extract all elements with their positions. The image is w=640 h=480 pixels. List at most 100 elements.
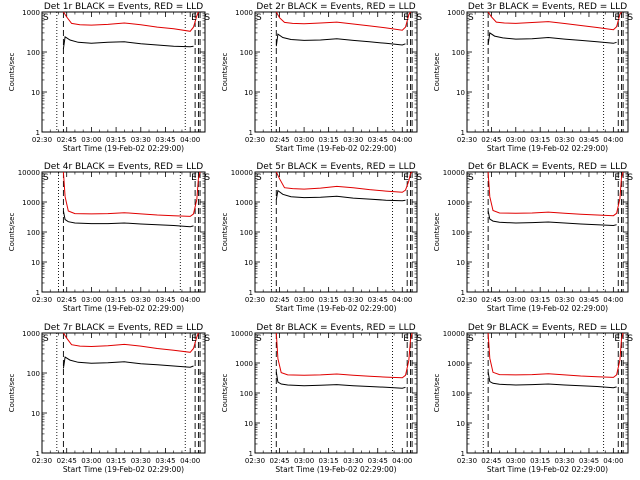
y-tick-label: 10000	[18, 169, 40, 177]
plot-panel: Det 1r BLACK = Events, RED = LLD 1 10 100 10…	[8, 2, 210, 153]
y-tick-label: 10	[456, 259, 465, 267]
flag-label: S	[627, 13, 633, 23]
x-tick-label: 04:00	[180, 136, 200, 144]
flag-label: S	[468, 334, 474, 344]
y-tick-label: 10	[456, 420, 465, 428]
y-axis-label: Counts/sec	[8, 374, 16, 413]
x-tick-label: 02:30	[32, 136, 52, 144]
y-axis-label: Counts/sec	[433, 374, 441, 413]
x-tick-label: 03:15	[530, 457, 550, 465]
y-tick-label: 10000	[443, 330, 465, 338]
flag-label: E	[403, 173, 409, 183]
plot-title: Det 3r BLACK = Events, RED = LLD	[468, 2, 627, 12]
x-tick-label: 03:45	[155, 296, 175, 304]
y-tick-label: 1000	[235, 9, 253, 17]
series-line-black	[275, 189, 406, 202]
x-tick-label: 03:00	[81, 457, 101, 465]
series-line-red	[275, 11, 411, 31]
flag-label: S	[468, 13, 474, 23]
y-tick-label: 100	[452, 49, 465, 57]
y-tick-label: 100	[27, 229, 40, 237]
y-tick-label: 1	[36, 289, 40, 297]
series-line-red	[275, 171, 413, 193]
series-line-red	[487, 332, 624, 378]
y-tick-label: 100	[27, 370, 40, 378]
x-tick-label: 02:45	[481, 296, 501, 304]
flag-label: S	[416, 334, 422, 344]
x-tick-label: 04:00	[180, 296, 200, 304]
y-tick-label: 1000	[447, 9, 465, 17]
y-tick-label: 100	[240, 390, 253, 398]
y-tick-label: 1000	[22, 199, 40, 207]
plot-title: Det 7r BLACK = Events, RED = LLD	[44, 323, 203, 333]
plot-panel: Det 8r BLACK = Events, RED = LLD 1 10 100 10…	[221, 323, 422, 474]
flag-label: S	[256, 334, 262, 344]
y-tick-label: 1000	[235, 199, 253, 207]
x-tick-label: 03:00	[506, 457, 526, 465]
x-tick-label: 03:30	[131, 136, 151, 144]
y-tick-label: 1	[249, 450, 253, 458]
plot-panel: Det 4r BLACK = Events, RED = LLD 1 10 100 10…	[8, 162, 210, 313]
plot-panel: Det 3r BLACK = Events, RED = LLD 1 10 100 10…	[433, 2, 633, 153]
flag-label: E	[614, 334, 620, 344]
flag-label: E	[614, 173, 620, 183]
x-tick-label: 03:30	[554, 457, 574, 465]
x-tick-label: 03:45	[579, 136, 599, 144]
plot-title: Det 6r BLACK = Events, RED = LLD	[468, 162, 627, 172]
x-tick-label: 02:45	[57, 457, 77, 465]
y-tick-label: 10	[31, 410, 40, 418]
x-tick-label: 03:00	[506, 136, 526, 144]
series-line-black	[487, 371, 617, 389]
x-tick-label: 02:45	[481, 457, 501, 465]
x-tick-label: 03:15	[319, 457, 339, 465]
series-line-black	[275, 33, 406, 47]
series-line-black	[275, 371, 406, 389]
y-tick-label: 100	[452, 390, 465, 398]
x-tick-label: 03:30	[343, 457, 363, 465]
series-line-black	[487, 32, 617, 46]
y-tick-label: 1	[461, 129, 465, 137]
x-tick-label: 03:15	[530, 136, 550, 144]
x-tick-label: 02:45	[57, 136, 77, 144]
x-tick-label: 03:30	[343, 296, 363, 304]
x-axis-label: Start Time (19-Feb-02 02:29:00)	[487, 144, 608, 153]
x-tick-label: 02:30	[457, 457, 477, 465]
x-tick-label: 03:30	[131, 296, 151, 304]
plot-panel: Det 5r BLACK = Events, RED = LLD 1 10 100 10…	[221, 162, 422, 313]
flag-label: S	[256, 13, 262, 23]
x-tick-label: 03:15	[319, 296, 339, 304]
series-line-red	[62, 11, 199, 32]
x-tick-label: 04:00	[603, 136, 623, 144]
series-line-red	[62, 332, 199, 353]
x-tick-label: 04:00	[392, 296, 412, 304]
x-tick-label: 03:00	[294, 296, 314, 304]
x-tick-label: 03:15	[106, 136, 126, 144]
y-tick-label: 10	[244, 89, 253, 97]
x-tick-label: 03:30	[554, 136, 574, 144]
x-tick-label: 03:15	[106, 457, 126, 465]
y-tick-label: 1000	[235, 360, 253, 368]
x-tick-label: 02:45	[269, 296, 289, 304]
plot-panel: Det 2r BLACK = Events, RED = LLD 1 10 100 10…	[221, 2, 422, 153]
plot-title: Det 4r BLACK = Events, RED = LLD	[44, 162, 203, 172]
y-tick-label: 10	[31, 259, 40, 267]
x-tick-label: 02:30	[245, 136, 265, 144]
series-line-red	[487, 11, 622, 31]
x-tick-label: 04:00	[603, 457, 623, 465]
x-tick-label: 02:45	[481, 136, 501, 144]
y-tick-label: 100	[452, 229, 465, 237]
x-axis-label: Start Time (19-Feb-02 02:29:00)	[487, 304, 608, 313]
flag-label: S	[627, 173, 633, 183]
y-tick-label: 1	[249, 129, 253, 137]
x-axis-label: Start Time (19-Feb-02 02:29:00)	[487, 465, 608, 474]
x-tick-label: 03:00	[506, 296, 526, 304]
series-line-black	[62, 210, 194, 228]
x-tick-label: 04:00	[603, 296, 623, 304]
series-line-black	[62, 35, 194, 49]
y-axis-label: Counts/sec	[221, 213, 229, 252]
y-tick-label: 10	[456, 89, 465, 97]
flag-label: S	[204, 334, 210, 344]
y-tick-label: 100	[240, 49, 253, 57]
y-tick-label: 1000	[447, 360, 465, 368]
